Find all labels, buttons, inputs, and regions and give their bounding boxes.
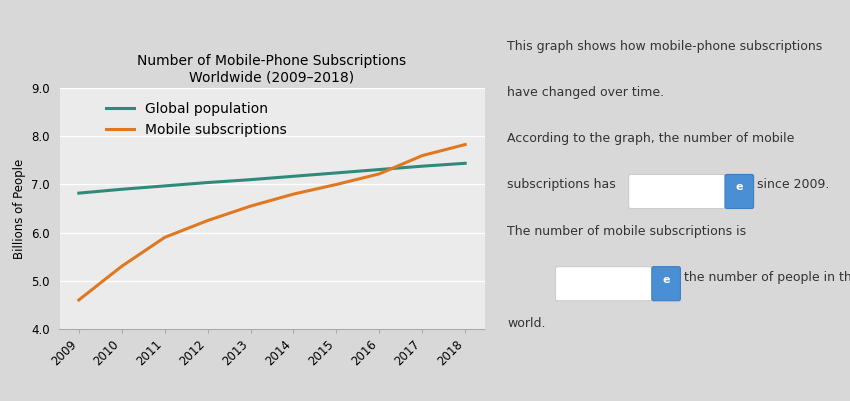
Mobile subscriptions <box>246 204 256 209</box>
Text: This graph shows how mobile-phone subscriptions: This graph shows how mobile-phone subscr… <box>507 40 823 53</box>
Title: Number of Mobile-Phone Subscriptions
Worldwide (2009–2018): Number of Mobile-Phone Subscriptions Wor… <box>138 54 406 84</box>
Text: have changed over time.: have changed over time. <box>507 86 665 99</box>
Text: e: e <box>662 275 670 285</box>
Mobile subscriptions <box>288 192 298 196</box>
Line: Mobile subscriptions: Mobile subscriptions <box>79 144 465 300</box>
Mobile subscriptions <box>374 172 384 176</box>
Mobile subscriptions <box>417 153 428 158</box>
Text: world.: world. <box>507 317 546 330</box>
FancyBboxPatch shape <box>629 174 725 209</box>
Global population <box>332 170 342 175</box>
Mobile subscriptions <box>74 298 84 302</box>
FancyBboxPatch shape <box>725 174 754 209</box>
Text: According to the graph, the number of mobile: According to the graph, the number of mo… <box>507 132 795 145</box>
Global population <box>202 180 212 185</box>
Text: the number of people in the: the number of people in the <box>684 271 850 284</box>
Y-axis label: Billions of People: Billions of People <box>13 158 26 259</box>
Global population <box>288 174 298 179</box>
Mobile subscriptions <box>160 235 170 240</box>
Text: since 2009.: since 2009. <box>757 178 830 191</box>
Mobile subscriptions <box>116 264 127 269</box>
Global population <box>417 164 428 168</box>
Global population <box>374 167 384 172</box>
FancyBboxPatch shape <box>555 267 652 301</box>
Mobile subscriptions <box>460 142 470 147</box>
Mobile subscriptions <box>202 218 212 223</box>
Text: e: e <box>735 182 743 192</box>
Text: The number of mobile subscriptions is: The number of mobile subscriptions is <box>507 225 746 237</box>
Line: Global population: Global population <box>79 163 465 193</box>
Legend: Global population, Mobile subscriptions: Global population, Mobile subscriptions <box>100 96 292 142</box>
Global population <box>116 187 127 192</box>
Mobile subscriptions <box>332 182 342 187</box>
Global population <box>246 177 256 182</box>
Global population <box>74 191 84 196</box>
Global population <box>160 184 170 188</box>
FancyBboxPatch shape <box>652 267 680 301</box>
Text: subscriptions has: subscriptions has <box>507 178 616 191</box>
Global population <box>460 161 470 166</box>
